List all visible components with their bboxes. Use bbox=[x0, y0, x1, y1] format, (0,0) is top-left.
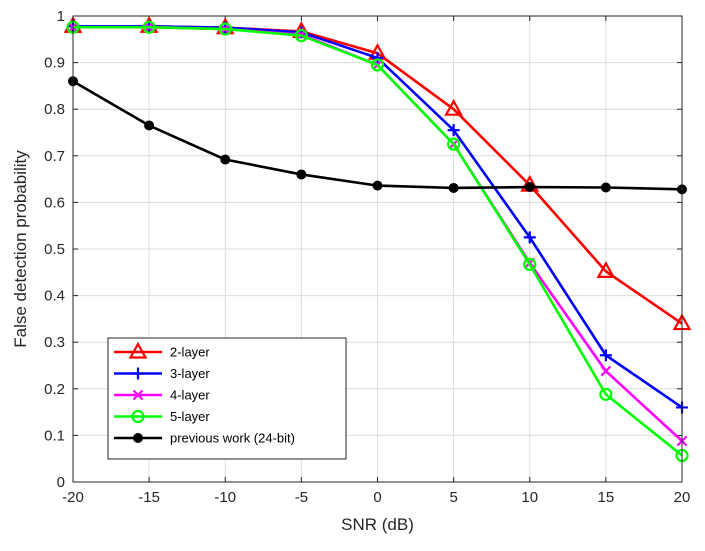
data-point bbox=[524, 182, 535, 193]
legend-label: 3-layer bbox=[170, 366, 210, 381]
legend-entry: 2-layer bbox=[114, 341, 210, 360]
data-point bbox=[444, 98, 463, 116]
data-point bbox=[599, 349, 612, 362]
y-tick-label: 0.6 bbox=[44, 194, 65, 211]
y-tick-label: 0.7 bbox=[44, 148, 65, 165]
data-point bbox=[296, 169, 307, 180]
data-point bbox=[371, 51, 384, 64]
x-tick-label: 5 bbox=[449, 489, 457, 506]
x-tick-label: 20 bbox=[674, 489, 691, 506]
data-point bbox=[447, 137, 461, 151]
y-tick-label: 0 bbox=[57, 474, 65, 491]
series-group bbox=[63, 15, 692, 463]
y-tick-label: 0.1 bbox=[44, 427, 65, 444]
legend-swatch-marker bbox=[132, 367, 144, 380]
legend: 2-layer 3-layer 4-layer 5-layer previous wor… bbox=[107, 337, 347, 460]
data-point bbox=[600, 365, 612, 377]
y-axis-label: False detection probability bbox=[11, 150, 30, 348]
data-point bbox=[144, 120, 155, 131]
legend-entry: 3-layer bbox=[114, 366, 210, 381]
data-point bbox=[370, 58, 385, 72]
data-point bbox=[447, 124, 460, 137]
x-tick-label: -10 bbox=[214, 489, 236, 506]
data-point bbox=[596, 261, 616, 278]
x-tick-label: 0 bbox=[373, 489, 381, 506]
legend-label: 4-layer bbox=[170, 388, 210, 403]
x-axis-label: SNR (dB) bbox=[341, 515, 414, 534]
y-tick-label: 0.5 bbox=[44, 241, 65, 258]
data-point bbox=[600, 182, 611, 193]
series-line bbox=[73, 25, 683, 457]
data-point bbox=[523, 257, 537, 271]
legend-swatch-marker bbox=[131, 409, 145, 424]
y-tick-label: 0.4 bbox=[44, 288, 65, 305]
legend-label: previous work (24-bit) bbox=[170, 431, 295, 446]
data-point bbox=[599, 387, 613, 401]
legend-swatch-marker bbox=[128, 341, 148, 359]
data-point bbox=[372, 180, 383, 191]
y-tick-label: 0.8 bbox=[44, 101, 65, 118]
data-point bbox=[523, 231, 536, 244]
y-axis-ticks: 0 0.1 0.2 0.3 0.4 0.5 0.6 0.7 0.8 0.9 1 bbox=[44, 8, 682, 491]
legend-swatch-marker bbox=[133, 433, 143, 443]
y-tick-label: 0.2 bbox=[44, 381, 65, 398]
data-point bbox=[220, 154, 231, 165]
series-5-layer bbox=[66, 20, 689, 463]
x-tick-label: 10 bbox=[521, 489, 538, 506]
x-tick-label: -5 bbox=[295, 489, 308, 506]
plot-frame bbox=[72, 15, 683, 483]
data-point bbox=[294, 28, 308, 43]
grid bbox=[73, 16, 682, 482]
y-tick-label: 0.3 bbox=[44, 334, 65, 351]
y-tick-label: 1 bbox=[57, 8, 65, 25]
data-point bbox=[448, 182, 459, 193]
legend-label: 2-layer bbox=[170, 345, 210, 360]
data-point bbox=[142, 20, 156, 34]
legend-entry: 4-layer bbox=[114, 388, 210, 403]
x-tick-label: -20 bbox=[62, 489, 84, 506]
legend-swatch-marker bbox=[132, 389, 144, 401]
legend-label: 5-layer bbox=[170, 409, 210, 424]
y-tick-label: 0.9 bbox=[44, 55, 65, 72]
x-tick-label: -15 bbox=[138, 489, 160, 506]
series-previous-work-24-bit bbox=[68, 76, 687, 195]
legend-entry: 5-layer bbox=[114, 409, 210, 424]
x-tick-label: 15 bbox=[598, 489, 615, 506]
data-point bbox=[218, 22, 232, 36]
legend-entry: previous work (24-bit) bbox=[114, 431, 295, 446]
